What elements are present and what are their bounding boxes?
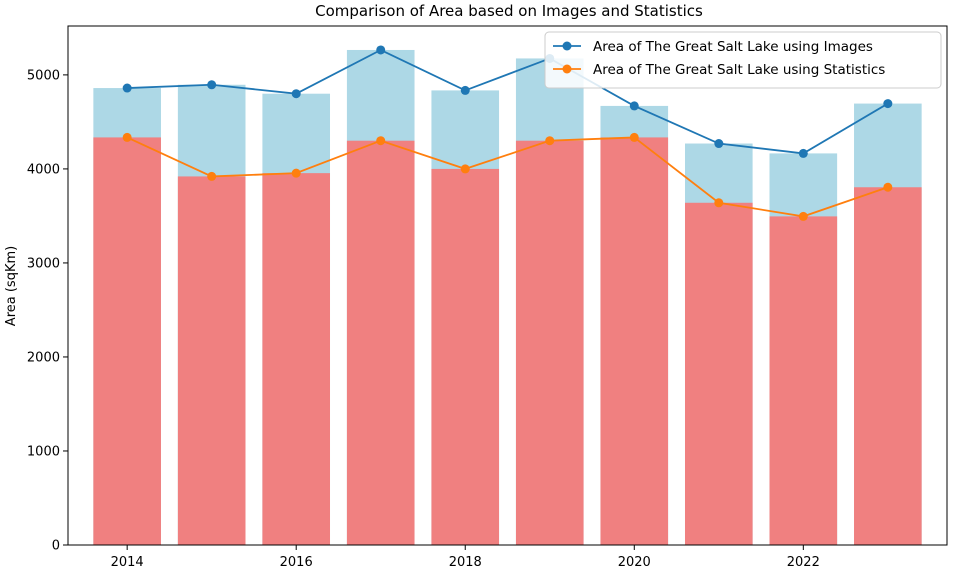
point-series1-2022 — [798, 148, 808, 158]
point-series2-2022 — [798, 211, 808, 221]
point-series1-2017 — [376, 45, 386, 55]
plot-frame — [67, 25, 948, 546]
x-tick-label-2022: 2022 — [787, 555, 820, 570]
point-series1-2016 — [291, 89, 301, 99]
legend-label-2: Area of The Great Salt Lake using Statis… — [593, 62, 885, 78]
point-series1-2021 — [714, 139, 724, 149]
bar-series2-2020 — [600, 137, 669, 545]
point-series1-2014 — [122, 83, 132, 93]
x-tick-label-2020: 2020 — [618, 555, 651, 570]
y-tick-label-0: 0 — [52, 539, 60, 554]
point-series1-2015 — [207, 80, 217, 90]
bar-series2-2023 — [854, 187, 922, 545]
bar-series2-2014 — [93, 137, 161, 545]
lines-layer — [122, 45, 893, 221]
y-axis-label: Area (sqKm) — [4, 246, 19, 326]
legend: Area of The Great Salt Lake using Images… — [544, 31, 942, 89]
point-series2-2021 — [714, 198, 724, 208]
line-series1 — [127, 48, 889, 155]
point-series1-2023 — [883, 99, 893, 109]
x-tick-label-2016: 2016 — [280, 555, 313, 570]
y-tick-label-4000: 4000 — [27, 162, 60, 177]
legend-marker-1 — [562, 41, 572, 51]
y-axis: 0 1000 2000 3000 4000 5000 — [27, 68, 68, 554]
x-axis: 2014 2016 2018 2020 2022 — [111, 545, 820, 570]
point-series2-2020 — [629, 132, 639, 142]
bars-layer — [93, 49, 922, 546]
bar-series2-2015 — [177, 176, 246, 545]
point-series2-2023 — [883, 182, 893, 192]
bar-series2-2022 — [769, 216, 838, 545]
point-series1-2018 — [460, 85, 470, 95]
bar-series2-2018 — [431, 168, 500, 546]
point-series1-2020 — [629, 101, 639, 111]
point-series2-2016 — [291, 168, 301, 178]
chart-title: Comparison of Area based on Images and S… — [315, 2, 703, 20]
bar-series2-2021 — [684, 202, 753, 545]
y-tick-label-5000: 5000 — [27, 68, 60, 83]
legend-marker-2 — [562, 64, 572, 74]
y-tick-label-1000: 1000 — [27, 444, 60, 459]
bar-series2-2017 — [346, 140, 415, 545]
legend-label-1: Area of The Great Salt Lake using Images — [593, 39, 873, 55]
point-series2-2014 — [122, 132, 132, 142]
point-series2-2017 — [376, 136, 386, 146]
bar-series2-2016 — [262, 173, 331, 545]
x-tick-label-2014: 2014 — [111, 555, 144, 570]
bar-series2-2019 — [515, 140, 584, 545]
point-series2-2015 — [207, 171, 217, 181]
y-tick-label-2000: 2000 — [27, 350, 60, 365]
point-series2-2019 — [545, 136, 555, 146]
line-series2 — [126, 136, 889, 218]
x-tick-label-2018: 2018 — [449, 555, 482, 570]
y-tick-label-3000: 3000 — [27, 256, 60, 271]
point-series2-2018 — [460, 164, 470, 174]
legend-box — [544, 31, 942, 89]
